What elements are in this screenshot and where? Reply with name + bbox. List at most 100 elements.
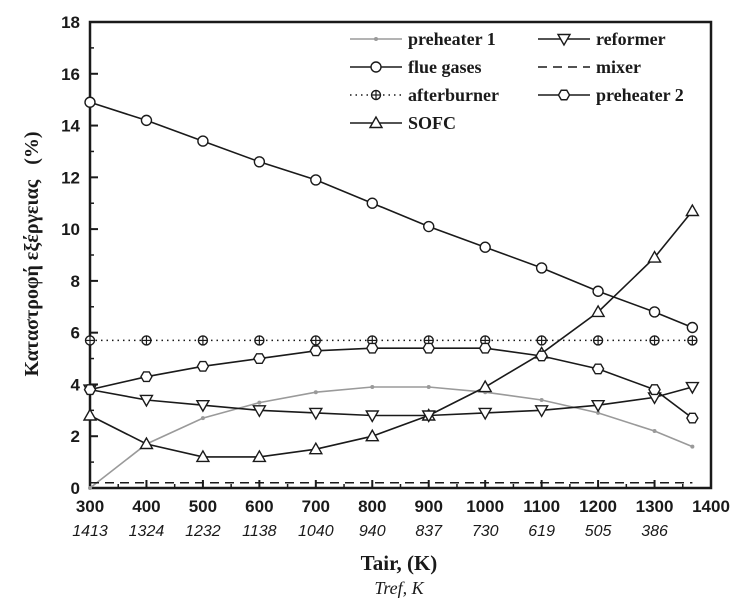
data-point-preheater-1-shape [690,444,695,449]
data-point-flue-gases [253,156,266,168]
data-point-preheater-1-shape [313,390,318,395]
data-point-preheater-1 [426,385,431,390]
data-point-preheater-2-shape [196,360,210,372]
legend-label-preheater-2: preheater 2 [596,85,684,105]
legend-marker-preheater-2-shape [557,89,571,101]
y-axis-title: Καταστροφή εξέργειας (%) [21,131,43,376]
data-point-sofc-shape [365,428,380,442]
data-point-sofc-shape [139,436,154,450]
x-axis-title: Tair, (K) [361,551,438,575]
y-tick-label: 10 [61,220,80,239]
data-point-reformer-shape [139,394,154,408]
legend-label-flue-gases: flue gases [408,57,482,77]
legend-item-afterburner: afterburner [350,85,499,105]
data-point-preheater-1 [652,429,657,434]
x-tick-label: 1300 [636,497,674,516]
x2-tick-label: 1232 [185,523,221,540]
data-point-preheater-2 [591,363,605,375]
data-point-preheater-2-shape [253,353,266,365]
legend-marker-preheater-1 [374,37,378,41]
data-point-preheater-2-shape [309,345,323,357]
data-point-reformer-shape [685,381,700,395]
data-point-afterburner [649,335,660,346]
legend-marker-reformer [556,33,572,47]
legend-item-reformer: reformer [538,29,666,49]
x2-tick-label: 1138 [242,523,277,540]
data-point-preheater-2 [140,371,153,383]
data-point-flue-gases [592,285,604,297]
y-tick-label: 16 [61,65,80,84]
data-point-flue-gases-shape [84,96,96,108]
data-point-preheater-1 [539,397,544,402]
series-line-sofc [89,210,694,458]
legend-marker-sofc [368,115,384,129]
data-point-flue-gases-shape [423,220,435,233]
data-point-reformer-shape [195,399,211,413]
x2-tick-label: 1040 [298,523,334,540]
data-point-sofc-shape [685,203,700,217]
data-point-sofc [685,203,700,217]
data-point-reformer [252,405,267,418]
data-point-flue-gases [310,174,322,186]
data-point-flue-gases-shape [366,197,378,209]
x-tick-label: 600 [245,497,273,516]
y-tick-label: 0 [71,479,80,498]
x-tick-label: 300 [76,497,104,516]
data-point-preheater-2-shape [365,342,379,354]
legend-item-preheater-1: preheater 1 [350,29,496,49]
data-point-reformer [195,399,211,413]
data-point-afterburner [141,335,152,346]
data-point-reformer-shape [365,410,380,423]
legend-item-flue-gases: flue gases [350,57,482,77]
data-point-flue-gases [423,220,435,233]
x-tick-label: 1200 [579,497,617,516]
x-tick-label: 500 [189,497,217,516]
data-point-flue-gases [366,197,378,209]
x-tick-label: 1100 [523,497,560,516]
data-point-flue-gases [535,262,548,274]
series-line-preheater-2 [89,347,693,419]
data-point-reformer [477,407,493,421]
data-point-reformer [308,407,324,421]
data-point-preheater-2 [83,384,97,396]
data-point-preheater-1 [313,390,318,395]
data-point-sofc-shape [308,441,324,455]
data-point-preheater-1 [596,410,601,415]
data-point-flue-gases-shape [253,156,266,168]
x2-tick-label: 386 [641,523,668,540]
data-point-preheater-1-shape [652,429,657,434]
data-point-sofc [195,449,211,463]
series-line-reformer [89,386,693,417]
data-point-reformer [685,381,700,395]
legend-marker-preheater-1-shape [374,37,378,41]
y-tick-label: 18 [61,13,80,32]
data-point-afterburner [197,335,209,346]
x2-tick-label: 837 [415,523,443,540]
data-point-preheater-1-shape [88,486,92,490]
data-point-preheater-2 [196,360,210,372]
legend-marker-preheater-2 [557,89,571,101]
data-point-reformer-shape [308,407,324,421]
data-point-preheater-2 [253,353,266,365]
x2-tick-label: 505 [585,523,612,540]
x-tick-label: 1400 [692,497,730,516]
data-point-flue-gases-shape [479,241,491,253]
axes: 0 2 4 6 8 10 12 14 16 18 300 1413 400 1324 500 1232 600 1… [61,13,730,540]
y-tick-label: 8 [71,272,80,291]
data-point-sofc-shape [647,250,662,263]
data-point-preheater-1-shape [426,385,431,390]
data-point-preheater-1-shape [257,400,262,405]
data-point-sofc [590,304,606,318]
y-tick-label: 12 [61,168,80,187]
data-point-preheater-2-shape [535,350,548,362]
data-point-flue-gases-shape [310,174,322,186]
data-point-sofc-shape [252,449,267,463]
data-point-preheater-1 [370,385,375,390]
legend-label-preheater-1: preheater 1 [408,29,496,49]
x2-tick-label: 730 [472,523,499,540]
data-point-sofc-shape [82,408,98,421]
data-point-sofc-shape [195,449,211,463]
data-point-reformer [421,410,436,423]
y-tick-label: 14 [61,117,80,136]
data-point-flue-gases [686,321,699,334]
